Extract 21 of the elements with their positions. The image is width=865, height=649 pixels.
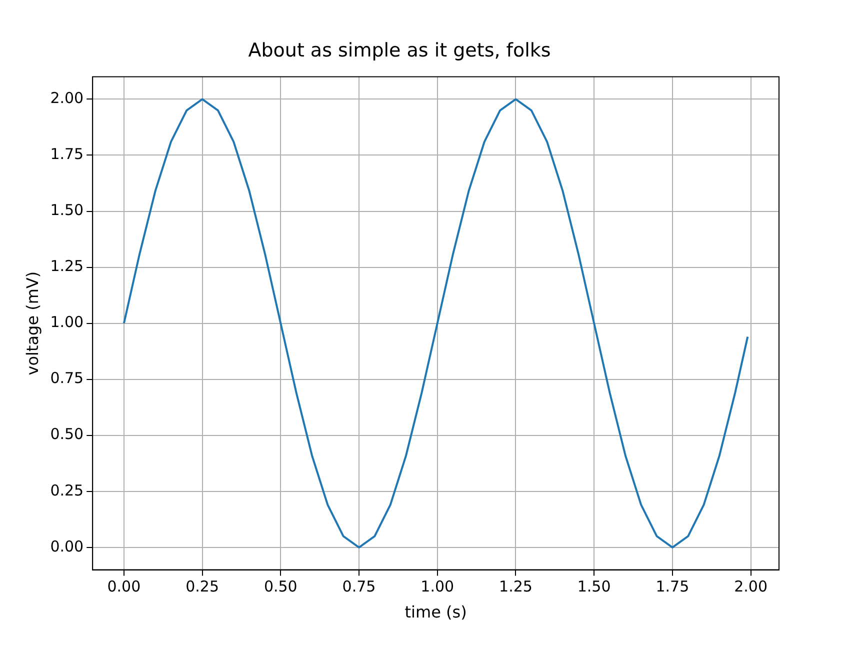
y-tick-label: 1.75 (50, 145, 84, 164)
x-tick-label: 0.50 (264, 578, 298, 596)
y-tick-label: 0.75 (50, 369, 84, 388)
x-tick-label: 2.00 (734, 578, 768, 596)
y-axis-title: voltage (mV) (22, 271, 42, 376)
y-tick-label: 2.00 (50, 89, 84, 108)
x-tick-label: 0.00 (107, 578, 141, 596)
x-tick-label: 0.25 (186, 578, 219, 596)
x-tick-label: 1.00 (420, 578, 454, 596)
x-tick-label: 1.75 (656, 578, 690, 596)
y-tick-label: 1.25 (50, 257, 84, 276)
x-tick-label: 1.50 (577, 578, 611, 596)
y-tick-label: 0.25 (50, 481, 84, 500)
x-tick-label: 0.75 (342, 578, 376, 596)
y-tick-label: 1.00 (50, 313, 84, 332)
x-tick-label: 1.25 (499, 578, 532, 596)
y-tick-label: 0.00 (50, 537, 84, 556)
y-tick-label: 0.50 (50, 425, 84, 444)
x-axis-title: time (s) (404, 602, 467, 622)
y-tick-label: 1.50 (50, 201, 84, 220)
chart-title: About as simple as it gets, folks (248, 39, 551, 62)
